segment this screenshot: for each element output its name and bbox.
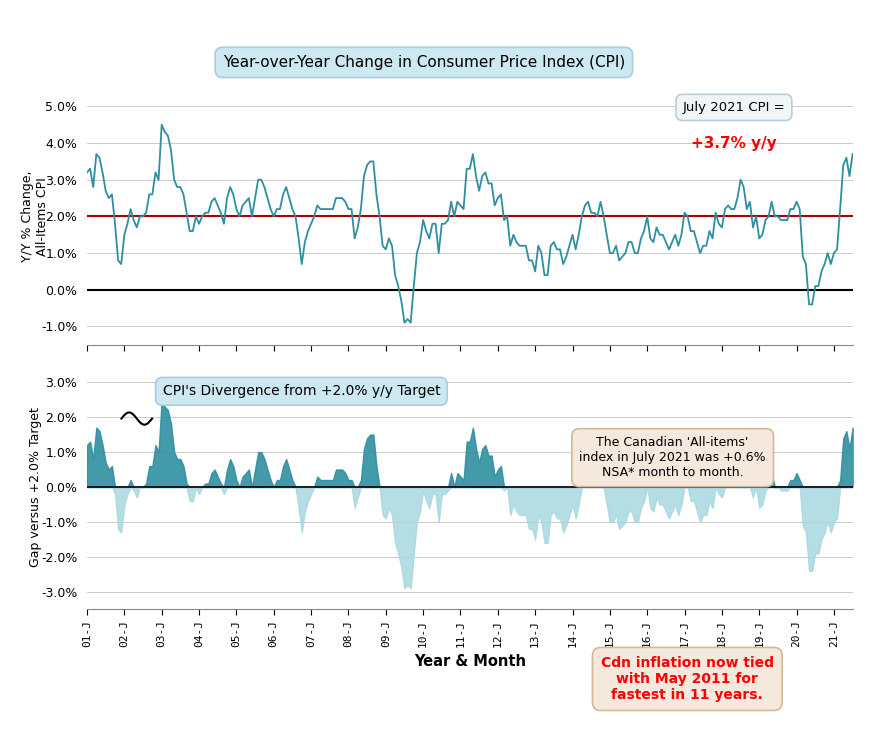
Text: Year-over-Year Change in Consumer Price Index (CPI): Year-over-Year Change in Consumer Price … [222, 55, 624, 70]
Text: Cdn inflation now tied
with May 2011 for
fastest in 11 years.: Cdn inflation now tied with May 2011 for… [600, 655, 773, 702]
X-axis label: Year & Month: Year & Month [414, 653, 525, 669]
Text: The Canadian 'All-items'
index in July 2021 was +0.6%
NSA* month to month.: The Canadian 'All-items' index in July 2… [579, 436, 765, 479]
Text: July 2021 CPI =: July 2021 CPI = [682, 101, 785, 114]
Y-axis label: Gap versus +2.0% Target: Gap versus +2.0% Target [29, 407, 42, 567]
Text: CPI's Divergence from +2.0% y/y Target: CPI's Divergence from +2.0% y/y Target [163, 385, 440, 399]
Y-axis label: Y/Y % Change,
All-Items CPI: Y/Y % Change, All-Items CPI [22, 171, 50, 262]
Text: +3.7% y/y: +3.7% y/y [690, 136, 776, 150]
